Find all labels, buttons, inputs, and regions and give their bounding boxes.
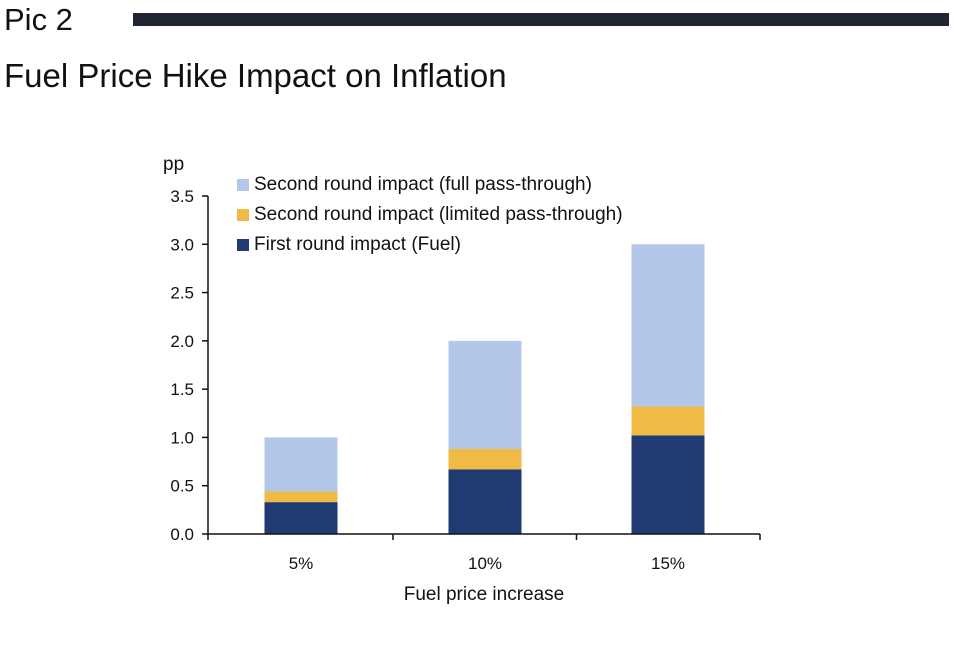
y-tick-label: 2.0 xyxy=(170,332,194,351)
bars-group xyxy=(264,244,705,534)
legend: Second round impact (full pass-through) S… xyxy=(237,174,623,255)
x-ticks-group: 5% 10% 15% xyxy=(207,534,761,573)
y-tick-label: 1.0 xyxy=(170,428,194,447)
bar-segment-series-0 xyxy=(448,469,522,534)
bar-segment-series-1 xyxy=(448,449,522,470)
legend-swatch xyxy=(237,179,249,191)
x-tick-label: 5% xyxy=(289,554,314,573)
x-axis-title: Fuel price increase xyxy=(404,584,565,605)
y-axis-unit-label: pp xyxy=(163,154,184,175)
y-tick-label: 3.5 xyxy=(170,187,194,206)
x-tick-label: 10% xyxy=(468,554,502,573)
bar-segment-series-2 xyxy=(631,244,705,407)
bar-segment-series-2 xyxy=(264,437,338,492)
x-tick-label: 15% xyxy=(651,554,685,573)
legend-label: Second round impact (full pass-through) xyxy=(254,174,592,195)
bar-segment-series-0 xyxy=(631,435,705,534)
legend-swatch xyxy=(237,209,249,221)
header-rule xyxy=(133,13,949,26)
y-tick-label: 2.5 xyxy=(170,284,194,303)
y-tick-label: 1.5 xyxy=(170,380,194,399)
bar-segment-series-2 xyxy=(448,340,522,450)
bar-segment-series-1 xyxy=(631,406,705,436)
y-tick-label: 0.0 xyxy=(170,525,194,544)
pic-label: Pic 2 xyxy=(4,2,73,37)
legend-label: First round impact (Fuel) xyxy=(254,234,461,255)
legend-swatch xyxy=(237,239,249,251)
bar-segment-series-0 xyxy=(264,502,338,534)
page-title: Fuel Price Hike Impact on Inflation xyxy=(4,57,507,94)
y-tick-label: 0.5 xyxy=(170,477,194,496)
y-tick-label: 3.0 xyxy=(170,235,194,254)
legend-label: Second round impact (limited pass-throug… xyxy=(254,204,623,225)
bar-segment-series-1 xyxy=(264,491,338,503)
y-ticks-group: 0.0 0.5 1.0 1.5 2.0 2.5 3.0 3.5 xyxy=(170,187,208,544)
